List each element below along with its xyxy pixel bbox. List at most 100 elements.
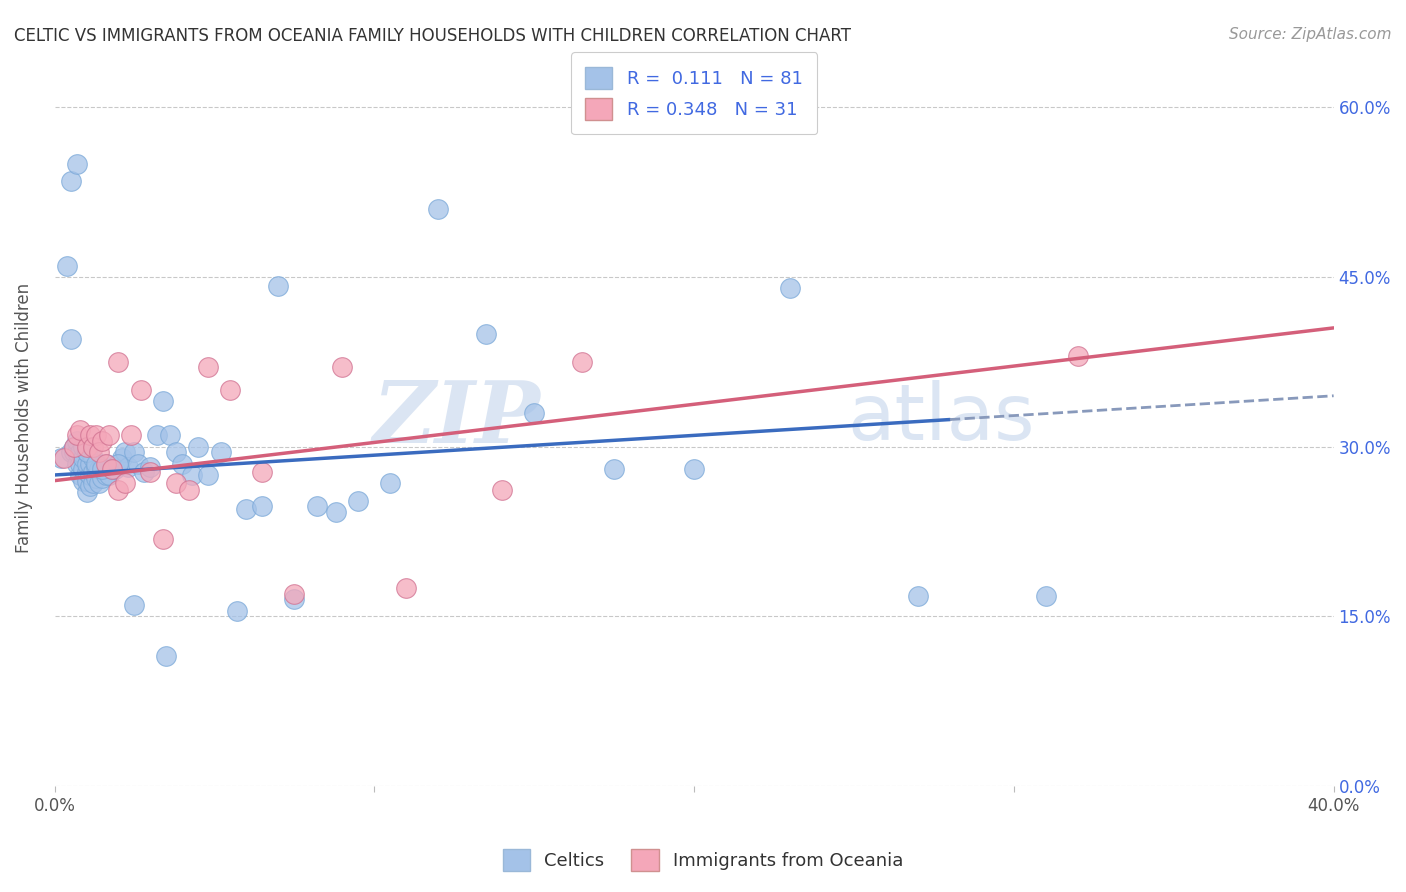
Point: [97, 467, 120, 482]
Point: [53, 450, 76, 465]
Point: [56, 259, 79, 273]
Point: [1035, 589, 1057, 603]
Point: [152, 394, 174, 409]
Point: [219, 383, 242, 397]
Point: [72, 474, 94, 488]
Point: [94, 457, 117, 471]
Point: [283, 592, 305, 607]
Point: [779, 281, 801, 295]
Text: Source: ZipAtlas.com: Source: ZipAtlas.com: [1229, 27, 1392, 42]
Point: [59, 445, 82, 459]
Point: [114, 475, 136, 490]
Point: [165, 475, 187, 490]
Point: [117, 460, 139, 475]
Point: [152, 533, 174, 547]
Point: [62, 445, 84, 459]
Point: [159, 428, 181, 442]
Point: [107, 355, 129, 369]
Point: [66, 434, 89, 448]
Point: [59, 174, 82, 188]
Point: [683, 462, 706, 476]
Point: [491, 483, 513, 497]
Point: [172, 457, 194, 471]
Point: [305, 499, 328, 513]
Point: [91, 460, 114, 475]
Point: [97, 428, 120, 442]
Point: [62, 440, 84, 454]
Point: [114, 445, 136, 459]
Point: [267, 279, 290, 293]
Point: [69, 445, 91, 459]
Point: [197, 360, 219, 375]
Point: [155, 648, 177, 663]
Point: [124, 445, 146, 459]
Point: [89, 475, 111, 490]
Point: [66, 157, 89, 171]
Point: [91, 434, 114, 448]
Point: [84, 471, 107, 485]
Point: [187, 440, 209, 454]
Point: [165, 445, 187, 459]
Point: [283, 587, 305, 601]
Point: [395, 581, 418, 595]
Point: [94, 467, 117, 482]
Point: [129, 383, 152, 397]
Point: [69, 423, 91, 437]
Point: [76, 445, 98, 459]
Point: [76, 457, 98, 471]
Point: [72, 450, 94, 465]
Point: [107, 483, 129, 497]
Point: [107, 457, 129, 471]
Point: [907, 589, 929, 603]
Point: [427, 202, 450, 216]
Point: [76, 445, 98, 459]
Point: [475, 326, 498, 341]
Point: [571, 355, 593, 369]
Point: [84, 460, 107, 475]
Point: [235, 502, 257, 516]
Point: [66, 445, 89, 459]
Point: [225, 604, 247, 618]
Point: [76, 465, 98, 479]
Point: [79, 457, 101, 471]
Point: [111, 450, 134, 465]
Point: [79, 467, 101, 482]
Point: [197, 467, 219, 482]
Point: [101, 462, 124, 476]
Point: [82, 475, 104, 490]
Point: [124, 598, 146, 612]
Point: [209, 445, 232, 459]
Point: [89, 445, 111, 459]
Point: [69, 457, 91, 471]
Point: [91, 462, 114, 476]
Point: [82, 440, 104, 454]
Y-axis label: Family Households with Children: Family Households with Children: [15, 284, 32, 553]
Point: [380, 475, 402, 490]
Point: [127, 457, 149, 471]
Point: [84, 428, 107, 442]
Point: [603, 462, 626, 476]
Point: [66, 457, 89, 471]
Point: [72, 462, 94, 476]
Text: atlas: atlas: [848, 380, 1035, 457]
Point: [523, 406, 546, 420]
Point: [181, 467, 204, 482]
Point: [139, 465, 162, 479]
Point: [76, 474, 98, 488]
Point: [94, 457, 117, 471]
Point: [252, 465, 274, 479]
Point: [69, 467, 91, 482]
Point: [252, 499, 274, 513]
Point: [146, 428, 169, 442]
Point: [107, 457, 129, 471]
Point: [177, 483, 200, 497]
Point: [325, 505, 347, 519]
Point: [91, 471, 114, 485]
Text: ZIP: ZIP: [373, 376, 540, 460]
Legend: R =  0.111   N = 81, R = 0.348   N = 31: R = 0.111 N = 81, R = 0.348 N = 31: [571, 53, 817, 135]
Point: [1067, 349, 1090, 363]
Point: [79, 428, 101, 442]
Point: [62, 440, 84, 454]
Point: [49, 450, 72, 465]
Point: [104, 462, 127, 476]
